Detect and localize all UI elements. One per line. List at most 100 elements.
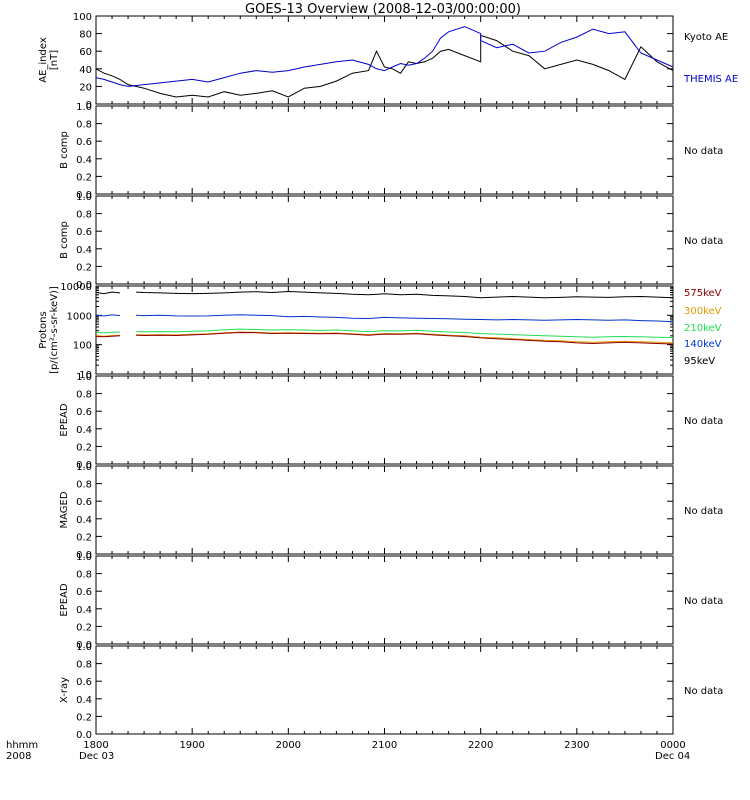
y-tick-label: 0.4: [76, 515, 92, 526]
x-tick-label: 1800: [83, 740, 108, 751]
panel-ylabel-2: B comp: [59, 221, 70, 259]
x-tick-label: 1900: [179, 740, 204, 751]
y-tick-label: 0.8: [76, 120, 92, 131]
series-line-210keV: [136, 328, 674, 338]
y-tick-label: 0.8: [76, 210, 92, 221]
panel-frame-0: [95, 15, 674, 105]
legend-kyoto-ae: Kyoto AE: [684, 32, 728, 43]
panel-ylabel-7: X-ray: [59, 677, 70, 703]
panel-xray: X-ray 0.0 0.2 0.4 0.6 0.8 1.0 No data: [59, 642, 723, 741]
y-tick-label: 60: [79, 47, 92, 58]
no-data-label: No data: [684, 236, 723, 247]
y-tick-label: 0.2: [76, 712, 92, 723]
series-line-themis-ae: [95, 26, 674, 87]
legend-575keV: 575keV: [684, 288, 722, 299]
panel-epead2: EPEAD 0.0 0.2 0.4 0.6 0.8 1.0 No data: [59, 552, 723, 651]
y-tick-label: 1.0: [76, 462, 92, 473]
y-tick-label: 0.6: [76, 407, 92, 418]
y-tick-label: 0.2: [76, 442, 92, 453]
plot-title: GOES-13 Overview (2008-12-03/00:00:00): [245, 2, 521, 17]
panel-ae: AE_index [nT] 0 20 40 60 80 100 Kyoto AE THEMIS A…: [38, 12, 738, 111]
x-tick-label: 2100: [372, 740, 397, 751]
panel-frame-3: [95, 285, 674, 375]
y-tick-label: 0.6: [76, 587, 92, 598]
no-data-label: No data: [684, 686, 723, 697]
legend-210keV: 210keV: [684, 323, 722, 334]
y-tick-label: 1.0: [76, 372, 92, 383]
y-tick-label: 1.0: [76, 192, 92, 203]
y-tick-label: 0.4: [76, 155, 92, 166]
series-line-95keV: [136, 290, 674, 299]
y-tick-label: 0.0: [76, 190, 92, 201]
y-tick-label: 100: [73, 341, 92, 352]
panel-protons: Protons [p/(cm²-s-sr-keV)] 10 100 1000 10000 5…: [38, 282, 722, 381]
panel-frame-1: [95, 105, 674, 195]
panel-ylabel-3: [p/(cm²-s-sr-keV)]: [49, 286, 60, 374]
x-axis-start-date: Dec 03: [79, 751, 114, 762]
y-tick-label: 0.0: [76, 280, 92, 291]
legend-95keV: 95keV: [684, 356, 715, 367]
y-tick-label: 0.0: [76, 460, 92, 471]
y-tick-label: 0.8: [76, 390, 92, 401]
panel-frame-6: [95, 555, 674, 645]
y-tick-label: 0.6: [76, 677, 92, 688]
legend-300keV: 300keV: [684, 306, 722, 317]
panel-bcomp1: B comp 0.0 0.2 0.4 0.6 0.8 1.0 No data: [59, 102, 723, 201]
y-tick-label: 1.0: [76, 552, 92, 563]
panel-ylabel-5: MAGED: [59, 491, 70, 528]
y-tick-label: 40: [79, 65, 92, 76]
y-tick-label: 0.8: [76, 480, 92, 491]
y-tick-label: 0.0: [76, 550, 92, 561]
x-axis-group: hhmm 2008 Dec 03 Dec 04 1800 1900 2000 2100…: [6, 740, 690, 762]
y-tick-label: 0.2: [76, 262, 92, 273]
y-tick-label: 100: [73, 12, 92, 23]
series-line-575keV: [95, 335, 121, 338]
y-tick-label: 1.0: [76, 102, 92, 113]
panel-maged: MAGED 0.0 0.2 0.4 0.6 0.8 1.0 No data: [59, 462, 723, 561]
y-tick-label: 80: [79, 30, 92, 41]
y-tick-label: 0: [86, 100, 92, 111]
y-tick-label: 0.8: [76, 570, 92, 581]
panel-frame-5: [95, 465, 674, 555]
series-line-140keV: [95, 314, 121, 317]
series-line-210keV: [95, 331, 121, 334]
y-tick-label: 0.6: [76, 497, 92, 508]
series-line-kyoto-ae: [95, 34, 674, 98]
x-axis-left-label-top: hhmm: [6, 740, 38, 751]
panel-ylabel-3: Protons: [38, 311, 49, 348]
y-tick-label: 0.0: [76, 640, 92, 651]
panel-frame-4: [95, 375, 674, 465]
x-tick-label: 2200: [468, 740, 493, 751]
x-tick-label: 2300: [564, 740, 589, 751]
y-tick-label: 0.6: [76, 227, 92, 238]
y-tick-label: 0.8: [76, 660, 92, 671]
panel-ylabel-0: AE_index: [38, 37, 49, 83]
series-line-95keV: [95, 291, 121, 295]
y-tick-label: 0.2: [76, 622, 92, 633]
no-data-label: No data: [684, 596, 723, 607]
y-tick-label: 10: [79, 370, 92, 381]
panel-epead1: EPEAD 0.0 0.2 0.4 0.6 0.8 1.0 No data: [59, 372, 723, 471]
y-tick-label: 0.2: [76, 532, 92, 543]
y-tick-label: 0.0: [76, 730, 92, 741]
y-tick-label: 0.2: [76, 172, 92, 183]
x-axis-end-date: Dec 04: [655, 751, 690, 762]
y-tick-label: 1000: [67, 311, 92, 322]
no-data-label: No data: [684, 506, 723, 517]
series-line-140keV: [136, 314, 674, 323]
x-tick-label: 2000: [276, 740, 301, 751]
panel-ylabel-0: [nT]: [49, 50, 60, 70]
no-data-label: No data: [684, 146, 723, 157]
y-tick-label: 1.0: [76, 642, 92, 653]
y-tick-label: 0.4: [76, 695, 92, 706]
series-line-575keV: [136, 331, 674, 345]
panel-ylabel-4: EPEAD: [59, 403, 70, 437]
panels-group: AE_index [nT] 0 20 40 60 80 100 Kyoto AE THEMIS A…: [38, 12, 738, 741]
panel-ylabel-1: B comp: [59, 131, 70, 169]
y-tick-label: 0.4: [76, 245, 92, 256]
y-tick-label: 10000: [60, 282, 92, 293]
panel-frame-2: [95, 195, 674, 285]
no-data-label: No data: [684, 416, 723, 427]
panel-frame-7: [95, 645, 674, 735]
